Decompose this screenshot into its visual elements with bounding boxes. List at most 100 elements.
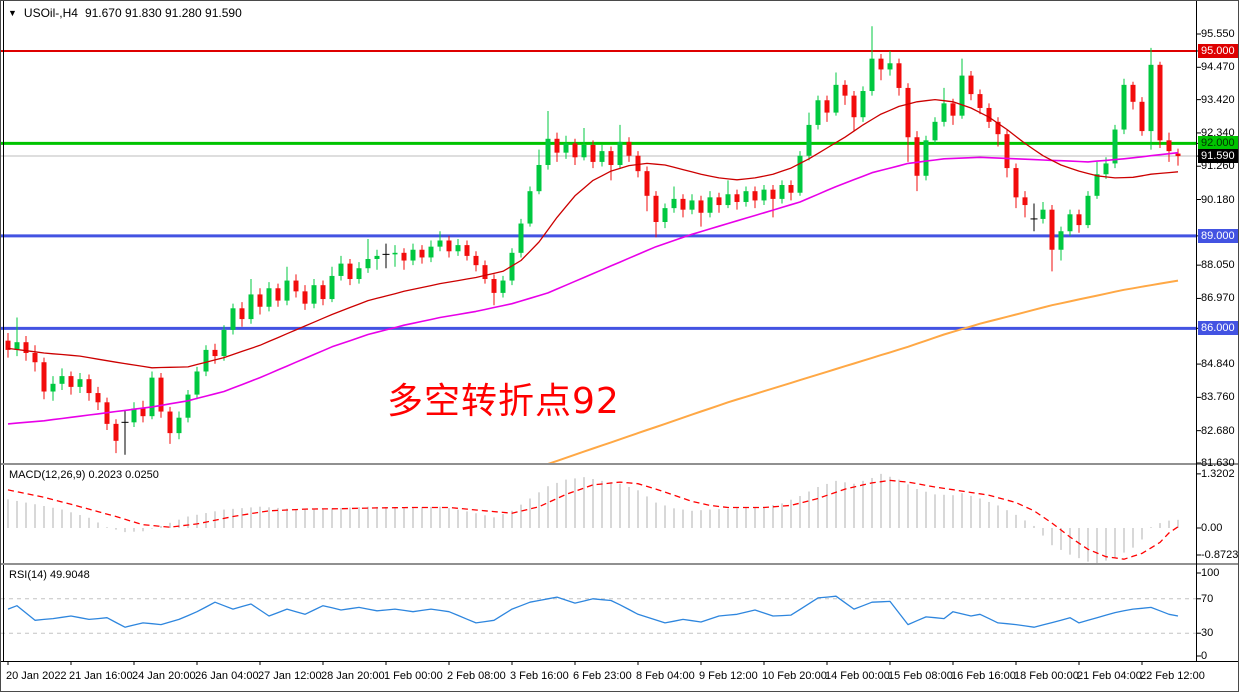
candle-body xyxy=(1004,134,1010,169)
candle-body xyxy=(455,245,461,252)
candle-body xyxy=(1049,209,1055,250)
candle-body xyxy=(50,383,56,392)
candle-body xyxy=(203,349,209,372)
candle-body xyxy=(374,255,380,259)
candle-body xyxy=(401,252,407,261)
candle-body xyxy=(1121,84,1127,130)
candle-body xyxy=(590,144,596,162)
candle-body xyxy=(176,417,182,434)
candle-body xyxy=(1040,209,1046,219)
candle-body xyxy=(482,265,488,280)
candle-body xyxy=(734,194,740,202)
candle-body xyxy=(851,95,857,118)
ma-slow-orange xyxy=(544,279,1179,464)
candle-body xyxy=(221,329,227,357)
candle-body xyxy=(329,275,335,300)
candle-body xyxy=(959,75,965,116)
candle-body xyxy=(185,394,191,418)
candle-body xyxy=(527,191,533,224)
candle-body xyxy=(158,377,164,412)
candle-body xyxy=(1130,84,1136,102)
candle-body xyxy=(14,342,20,350)
candle-body xyxy=(941,103,947,122)
candle-body xyxy=(653,195,659,223)
candle-body xyxy=(194,371,200,395)
candle-body xyxy=(95,393,101,403)
ma-fast-red xyxy=(7,98,1179,369)
candle-body xyxy=(419,249,425,258)
candle-body xyxy=(770,189,776,199)
candle-body xyxy=(149,377,155,417)
candle-body xyxy=(599,151,605,162)
rsi-line xyxy=(7,595,1179,628)
candle-body xyxy=(1157,64,1163,141)
candle-body xyxy=(887,63,893,70)
candle-body xyxy=(1139,101,1145,132)
candle-body xyxy=(545,138,551,165)
candle-body xyxy=(68,376,74,387)
candle-body xyxy=(725,194,731,206)
candle-body xyxy=(1148,64,1154,132)
candle-body xyxy=(473,255,479,266)
candle-body xyxy=(869,58,875,92)
candle-body xyxy=(680,198,686,210)
candle-body xyxy=(365,258,371,269)
candle-body xyxy=(932,121,938,141)
candle-body xyxy=(1094,174,1100,196)
candle-body xyxy=(5,340,11,350)
candle-body xyxy=(743,191,749,202)
candle-body xyxy=(608,151,614,165)
candle-body xyxy=(266,288,272,307)
candle-body xyxy=(1058,231,1064,250)
candle-body xyxy=(914,137,920,176)
candle-body xyxy=(536,164,542,192)
candle-body xyxy=(1103,163,1109,175)
candle-body xyxy=(140,408,146,417)
candle-body xyxy=(392,252,398,255)
candle-body xyxy=(635,155,641,172)
candle-body xyxy=(1076,214,1082,226)
candle-body xyxy=(437,240,443,247)
candle-body xyxy=(1166,140,1172,152)
candle-body xyxy=(131,408,137,423)
candle-body xyxy=(779,185,785,199)
candle-body xyxy=(257,294,263,307)
candle-body xyxy=(554,138,560,153)
candle-body xyxy=(347,263,353,280)
candle-body xyxy=(248,294,254,320)
candle-body xyxy=(338,263,344,276)
candle-body xyxy=(428,246,434,258)
candle-body xyxy=(410,249,416,261)
candle-body xyxy=(626,141,632,156)
candle-body xyxy=(986,107,992,122)
ma-mid-magenta xyxy=(7,151,1179,425)
candle-body xyxy=(167,411,173,434)
candle-body xyxy=(1112,129,1118,164)
candle-body xyxy=(446,240,452,252)
candle-body xyxy=(644,171,650,196)
macd-pane[interactable] xyxy=(7,473,1179,564)
candle-body xyxy=(59,376,65,384)
candle-body xyxy=(212,349,218,357)
candle-body xyxy=(995,121,1001,135)
candle-body xyxy=(707,197,713,213)
candle-body xyxy=(1085,195,1091,226)
rsi-pane[interactable] xyxy=(1,595,1196,634)
candle-body xyxy=(32,352,38,363)
candle-body xyxy=(1175,153,1181,157)
candle-body xyxy=(1013,168,1019,198)
candle-body xyxy=(113,423,119,441)
candle-body xyxy=(698,200,704,213)
macd-signal-line xyxy=(7,479,1179,560)
candle-body xyxy=(464,245,470,256)
candle-body xyxy=(752,191,758,201)
candle-body xyxy=(662,208,668,223)
candle-body xyxy=(41,362,47,392)
candle-body xyxy=(671,198,677,209)
main-price-pane[interactable] xyxy=(1,26,1196,467)
candle-body xyxy=(518,223,524,253)
candle-body xyxy=(716,197,722,206)
candle-body xyxy=(761,189,767,201)
candle-body xyxy=(581,144,587,158)
